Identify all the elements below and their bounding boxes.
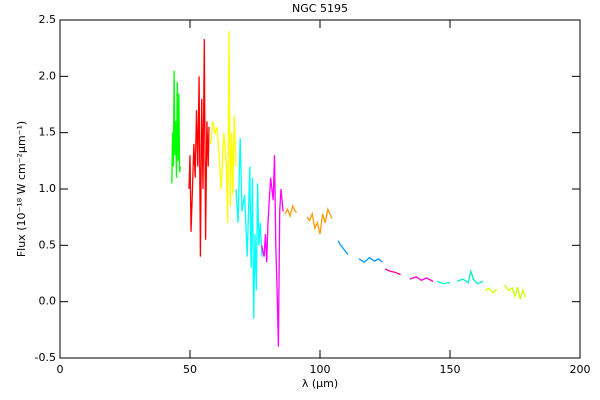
spectrum-segment bbox=[284, 203, 298, 219]
x-tick-label: 0 bbox=[57, 363, 64, 376]
chart-title: NGC 5195 bbox=[292, 2, 348, 15]
spectrum-segment bbox=[235, 138, 263, 319]
spectrum-segment bbox=[456, 268, 484, 285]
x-tick-label: 100 bbox=[310, 363, 331, 376]
spectrum-segment bbox=[306, 207, 333, 235]
spectrum-segment bbox=[484, 287, 498, 294]
y-axis-label: Flux (10⁻¹⁸ W cm⁻²μm⁻¹) bbox=[15, 121, 28, 257]
spectrum-segment bbox=[436, 280, 451, 285]
spectrum-segment bbox=[384, 268, 401, 276]
spectrum-segment bbox=[171, 70, 182, 184]
y-tick-label: 2.0 bbox=[39, 69, 57, 82]
y-tick-label: 0.5 bbox=[39, 238, 57, 251]
x-tick-label: 200 bbox=[570, 363, 591, 376]
spectrum-segment bbox=[358, 256, 383, 264]
x-tick-label: 150 bbox=[440, 363, 461, 376]
spectrum-segment bbox=[504, 284, 527, 300]
spectrum-segment bbox=[188, 39, 210, 257]
spectrum-segment bbox=[409, 276, 434, 282]
y-tick-label: 2.5 bbox=[39, 13, 57, 26]
x-tick-label: 50 bbox=[183, 363, 197, 376]
y-tick-label: 1.0 bbox=[39, 182, 57, 195]
x-axis-label: λ (μm) bbox=[302, 377, 338, 390]
spectrum-segment bbox=[210, 31, 237, 223]
y-tick-label: 1.5 bbox=[39, 126, 57, 139]
y-tick-label: -0.5 bbox=[35, 351, 56, 364]
spectrum-segment bbox=[260, 155, 284, 347]
spectrum-segment bbox=[337, 240, 349, 255]
y-tick-label: 0.0 bbox=[39, 295, 57, 308]
